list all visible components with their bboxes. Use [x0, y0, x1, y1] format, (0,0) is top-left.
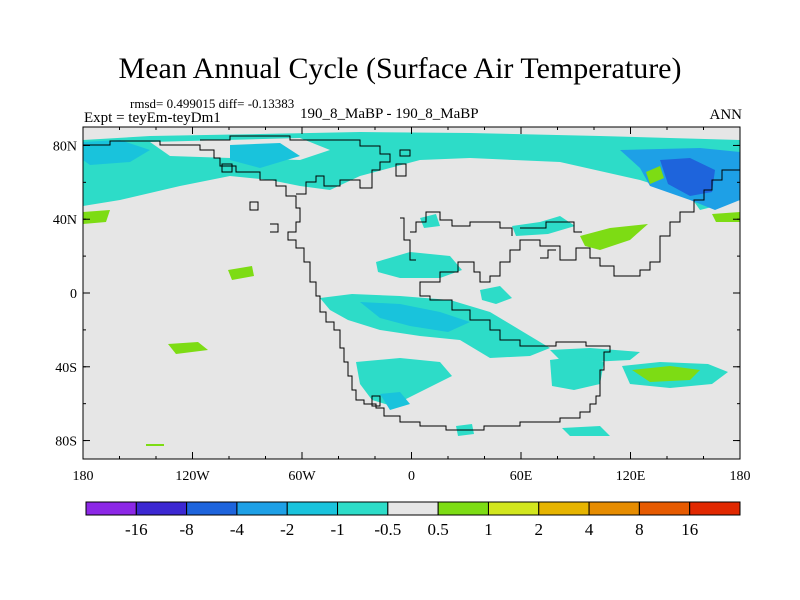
colorbar-swatch	[437, 501, 489, 516]
anomaly-region	[512, 216, 575, 236]
coastline	[371, 395, 381, 407]
colorbar-swatch	[487, 501, 540, 516]
anomaly-region	[646, 166, 664, 184]
anomaly-region	[83, 140, 150, 165]
lon-label: 60E	[510, 469, 533, 484]
lon-label: 180	[730, 469, 751, 484]
anomaly-region	[230, 143, 300, 168]
season-label: ANN	[709, 107, 743, 123]
lon-label: 0	[408, 469, 415, 484]
anomaly-region	[146, 444, 164, 446]
colorbar-label: 2	[535, 520, 544, 539]
axis-labels: 80N 40N 0 40S 80S 180 120W 60W 0 60E 120E 180	[53, 139, 751, 484]
colorbar-swatch	[689, 501, 741, 516]
anomaly-region	[632, 366, 700, 382]
colorbar-label: 8	[635, 520, 644, 539]
coastline	[520, 221, 582, 233]
coastline	[249, 201, 259, 211]
colorbar-label: -8	[180, 520, 194, 539]
anomaly-region	[660, 158, 715, 196]
anomaly-region	[168, 342, 208, 354]
colorbar-label: -1	[330, 520, 344, 539]
axis-ticks	[82, 127, 741, 459]
coastline	[540, 249, 556, 259]
colorbar-swatch	[135, 501, 188, 516]
colorbar-swatch	[236, 501, 288, 516]
colorbar-swatch	[387, 501, 439, 516]
anomaly-region	[562, 426, 610, 436]
colorbar-swatch	[638, 501, 691, 516]
stats-text: rmsd= 0.499015 diff= -0.13383	[130, 96, 295, 111]
colorbar-swatch	[85, 501, 137, 516]
coastline	[83, 140, 740, 431]
colorbar-label: 1	[484, 520, 493, 539]
anomaly-region	[550, 356, 604, 390]
case-label: 190_8_MaBP - 190_8_MaBP	[300, 106, 479, 122]
colorbar-label: -2	[280, 520, 294, 539]
colorbar-swatch	[337, 501, 389, 516]
colorbar-swatch	[588, 501, 640, 516]
anomaly-region	[83, 210, 110, 224]
lat-label: 80S	[55, 435, 77, 450]
lon-label: 60W	[288, 469, 316, 484]
coastline	[400, 217, 416, 261]
anomaly-region	[420, 214, 440, 228]
colorbar-label: -0.5	[374, 520, 401, 539]
anomaly-region	[380, 392, 410, 410]
colorbar-label: -16	[125, 520, 148, 539]
lat-label: 40S	[55, 361, 77, 376]
colorbar-swatch	[186, 501, 238, 516]
coastline	[200, 135, 391, 195]
lat-label: 80N	[53, 139, 77, 154]
colorbar-label: -4	[230, 520, 245, 539]
experiment-label: Expt = teyEm-teyDm1	[84, 110, 221, 126]
colorbar-label: 16	[681, 520, 698, 539]
colorbar-label: 0.5	[428, 520, 449, 539]
anomaly-region	[580, 224, 648, 250]
anomaly-region	[228, 266, 254, 280]
lon-label: 180	[73, 469, 94, 484]
colorbar-swatch	[286, 501, 339, 516]
lon-label: 120W	[175, 469, 210, 484]
anomaly-region	[360, 302, 470, 332]
anomaly-region	[480, 286, 512, 304]
colorbar-label: 4	[585, 520, 594, 539]
lat-label: 0	[70, 287, 77, 302]
anomaly-field	[83, 132, 740, 446]
lat-label: 40N	[53, 213, 77, 228]
coastline	[399, 149, 411, 157]
coastlines	[83, 135, 740, 431]
colorbar: -16 -8 -4 -2 -1 -0.5 0.5 1 2 4 8 16	[85, 501, 741, 539]
lon-label: 120E	[616, 469, 646, 484]
coastline	[395, 163, 407, 177]
colorbar-swatch	[538, 501, 590, 516]
coastline	[410, 211, 513, 236]
figure-title: Mean Annual Cycle (Surface Air Temperatu…	[118, 52, 682, 85]
coastline	[270, 223, 279, 233]
coastline	[221, 163, 233, 173]
